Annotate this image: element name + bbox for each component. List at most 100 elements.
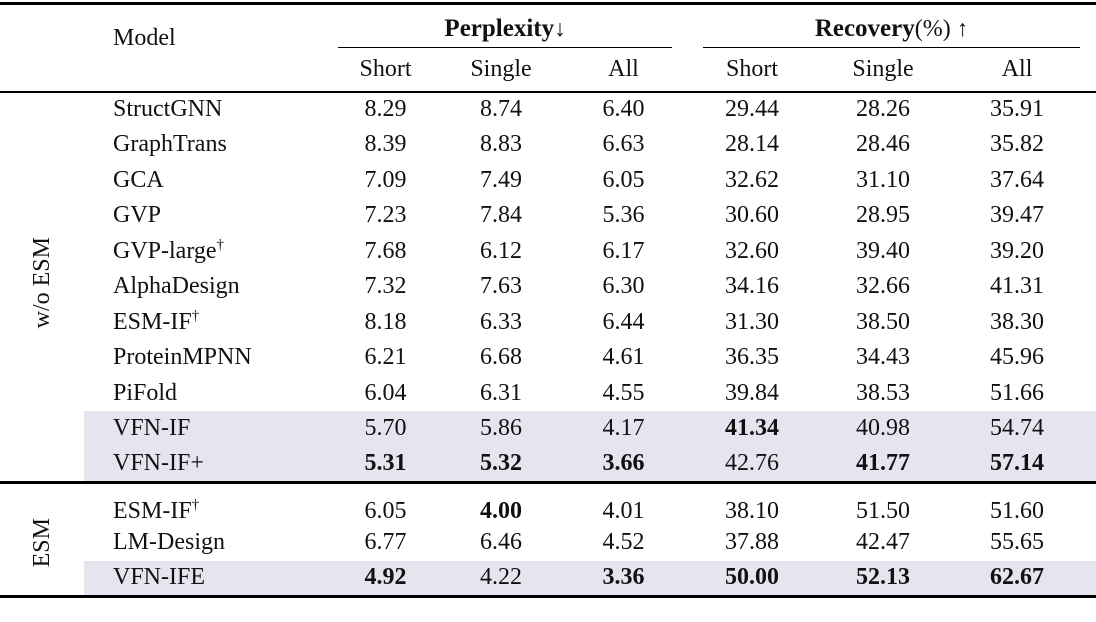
value-cell: 51.60	[948, 480, 1096, 525]
value-cell: 6.68	[480, 344, 522, 371]
model-name: PiFold	[113, 379, 178, 406]
subheader-recovery-short: Short	[686, 47, 819, 93]
table-row: VFN-IFE 4.92 4.22 3.36 50.00 52.13 62.67	[0, 560, 1096, 597]
value-cell: 6.31	[480, 379, 522, 406]
model-name: LM-Design	[113, 529, 225, 555]
value-cell: 6.33	[480, 308, 522, 335]
value-cell: 7.84	[480, 202, 522, 229]
value-cell: 55.65	[990, 529, 1045, 555]
value-cell: 6.12	[480, 237, 522, 264]
value-cell: 4.22	[441, 560, 561, 597]
value-cell: 7.68	[364, 237, 407, 264]
value-cell: 6.21	[364, 344, 407, 371]
value-cell: 51.50	[818, 480, 949, 525]
model-name: ESM-IF†	[84, 480, 330, 525]
value-cell: 5.86	[441, 411, 561, 447]
subheader-recovery-single: Single	[818, 47, 949, 93]
value-cell: 6.04	[364, 379, 407, 406]
value-cell: 5.32	[441, 446, 561, 482]
table-section: w/o ESM StructGNN 8.29 8.74 6.40 29.44 28.26 35…	[0, 92, 1096, 482]
perplexity-group-title: Perplexity↓	[338, 15, 673, 48]
model-name: GCA	[113, 166, 164, 193]
value-cell: 7.23	[364, 202, 407, 229]
table-row: AlphaDesign 7.32 7.63 6.30 34.16 32.66 41.31	[0, 269, 1096, 305]
value-cell: 6.44	[602, 308, 645, 335]
table-row: GVP-large† 7.68 6.12 6.17 32.60 39.40 39.20	[0, 234, 1096, 270]
model-name: GVP	[113, 202, 162, 229]
value-cell: 8.74	[480, 96, 522, 123]
value-cell: 52.13	[818, 560, 949, 597]
value-cell: 28.46	[856, 131, 911, 158]
value-cell: 39.47	[990, 202, 1045, 229]
model-name: AlphaDesign	[113, 273, 240, 300]
model-name: StructGNN	[113, 96, 223, 123]
table-row: LM-Design 6.77 6.46 4.52 37.88 42.47 55.65	[0, 525, 1096, 561]
rotated-group-text: w/o ESM	[28, 237, 55, 329]
col-group-perplexity: Perplexity↓	[330, 4, 686, 48]
up-arrow-icon: ↑	[956, 15, 969, 41]
value-cell: 28.95	[856, 202, 911, 229]
value-cell: 42.47	[856, 529, 911, 555]
model-name: ProteinMPNN	[113, 344, 252, 371]
value-cell: 45.96	[990, 344, 1045, 371]
value-cell: 6.05	[602, 166, 645, 193]
value-cell: 54.74	[948, 411, 1096, 447]
row-group-label: ESM	[0, 480, 84, 597]
value-cell: 37.64	[990, 166, 1045, 193]
value-cell: 57.14	[948, 446, 1096, 482]
model-name: GVP-large†	[113, 236, 224, 264]
table-row: ESM ESM-IF† 6.05 4.00 4.01 38.10 51.50 51.60	[0, 480, 1096, 597]
value-cell: 37.88	[725, 529, 780, 555]
value-cell: 34.16	[725, 273, 780, 300]
value-cell: 39.20	[990, 237, 1045, 264]
value-cell: 32.60	[725, 237, 780, 264]
table-row: GraphTrans 8.39 8.83 6.63 28.14 28.46 35.82	[0, 127, 1096, 163]
value-cell: 35.91	[990, 96, 1045, 123]
value-cell: 40.98	[818, 411, 949, 447]
table-row: PiFold 6.04 6.31 4.55 39.84 38.53 51.66	[0, 376, 1096, 412]
value-cell: 6.30	[602, 273, 645, 300]
value-cell: 30.60	[725, 202, 780, 229]
value-cell: 6.46	[480, 529, 522, 555]
rotated-group-text: ESM	[28, 518, 55, 568]
model-name: GraphTrans	[113, 131, 227, 158]
value-cell: 42.76	[686, 446, 819, 482]
value-cell: 8.83	[480, 131, 522, 158]
value-cell: 6.17	[602, 237, 645, 264]
value-cell: 8.18	[364, 308, 407, 335]
value-cell: 4.00	[441, 480, 561, 525]
recovery-group-title: Recovery(%) ↑	[703, 15, 1081, 48]
value-cell: 6.63	[602, 131, 645, 158]
value-cell: 3.36	[561, 560, 687, 597]
value-cell: 51.66	[990, 379, 1045, 406]
model-name: VFN-IF+	[84, 446, 330, 482]
header-sub-row: Short Single All Short Single All	[0, 47, 1096, 93]
subheader-recovery-all: All	[948, 47, 1096, 93]
value-cell: 5.36	[602, 202, 645, 229]
table-row: GCA 7.09 7.49 6.05 32.62 31.10 37.64	[0, 163, 1096, 199]
value-cell: 4.52	[602, 529, 645, 555]
header-group-row: Model Perplexity↓ Recovery(%) ↑	[0, 3, 1096, 93]
table-row: ESM-IF† 8.18 6.33 6.44 31.30 38.50 38.30	[0, 305, 1096, 341]
table-row: GVP 7.23 7.84 5.36 30.60 28.95 39.47	[0, 198, 1096, 234]
table-row: VFN-IF+ 5.31 5.32 3.66 42.76 41.77 57.14	[0, 446, 1096, 482]
value-cell: 35.82	[990, 131, 1045, 158]
value-cell: 41.34	[686, 411, 819, 447]
col-header-model: Model	[84, 3, 330, 93]
value-cell: 6.77	[364, 529, 407, 555]
value-cell: 3.66	[561, 446, 687, 482]
value-cell: 41.77	[818, 446, 949, 482]
value-cell: 4.01	[561, 480, 687, 525]
results-table: Model Perplexity↓ Recovery(%) ↑ Short Sin…	[0, 2, 1096, 598]
value-cell: 38.53	[856, 379, 911, 406]
value-cell: 4.17	[561, 411, 687, 447]
value-cell: 8.39	[364, 131, 407, 158]
value-cell: 34.43	[856, 344, 911, 371]
value-cell: 50.00	[686, 560, 819, 597]
subheader-perplexity-single: Single	[441, 47, 561, 93]
table-row: ProteinMPNN 6.21 6.68 4.61 36.35 34.43 45.96	[0, 340, 1096, 376]
dagger-mark: †	[216, 236, 224, 253]
model-name: ESM-IF†	[113, 307, 200, 335]
value-cell: 7.63	[480, 273, 522, 300]
